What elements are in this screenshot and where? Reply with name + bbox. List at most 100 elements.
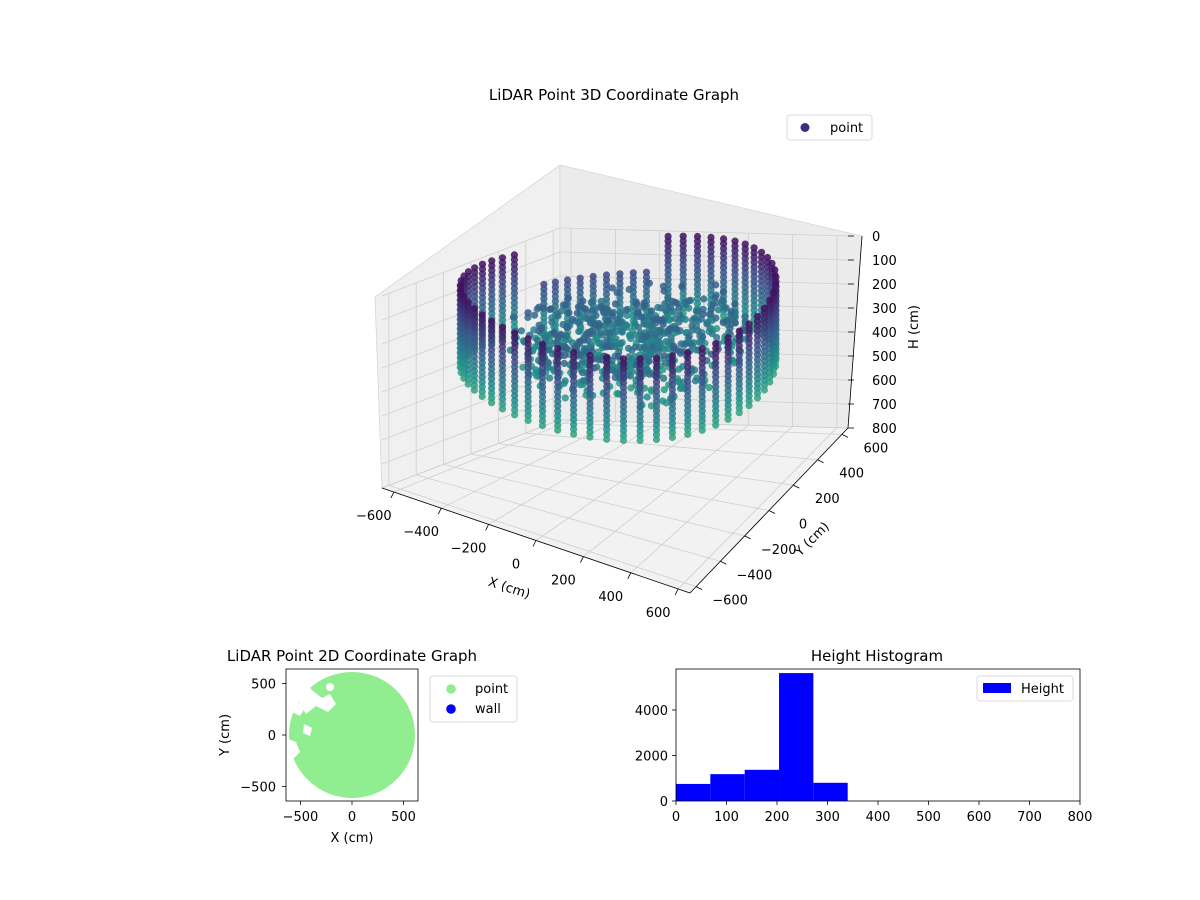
point-marker: [708, 330, 716, 338]
point-marker: [587, 298, 596, 306]
point-marker: [645, 357, 653, 365]
x-tick-label: 500: [391, 810, 416, 825]
point-marker: [699, 333, 707, 341]
point-marker: [609, 366, 617, 374]
histogram-bar: [779, 673, 814, 801]
grid-line: [559, 227, 849, 237]
point-marker: [698, 426, 706, 434]
point-marker: [735, 409, 743, 417]
point-marker: [509, 313, 517, 321]
point-marker: [632, 299, 640, 307]
point-marker: [498, 405, 507, 413]
point-marker: [611, 373, 619, 381]
point-marker: [706, 310, 714, 318]
point-marker: [687, 340, 695, 348]
y-tick-mark: [720, 560, 727, 565]
point-marker: [565, 309, 573, 317]
point-marker: [652, 435, 661, 444]
scatter-2d-gap: [286, 738, 300, 760]
point-marker: [604, 317, 612, 325]
y-tick-label: 500: [251, 677, 276, 692]
point-marker: [688, 326, 696, 334]
x-tick-label: 700: [1017, 810, 1042, 825]
x-tick-label: 0: [672, 810, 680, 825]
point-marker: [643, 393, 651, 401]
point-marker: [727, 308, 735, 316]
y-tick-mark: [768, 510, 776, 514]
point-marker: [606, 329, 614, 337]
point-marker: [614, 319, 622, 327]
point-marker: [561, 301, 570, 309]
point-marker: [603, 336, 611, 344]
legend-3d-label: point: [830, 121, 863, 136]
point-marker: [760, 386, 769, 394]
x-tick-mark: [627, 572, 632, 579]
point-marker: [577, 351, 585, 359]
x-tick-label: 500: [916, 810, 941, 825]
point-marker: [611, 300, 620, 308]
point-marker: [741, 313, 749, 321]
y-tick-label: 0: [799, 518, 807, 533]
point-marker: [616, 340, 625, 348]
point-marker: [661, 359, 670, 367]
point-marker: [635, 323, 643, 331]
point-marker: [603, 343, 611, 351]
point-marker: [584, 336, 592, 344]
z-tick-label: 300: [872, 302, 897, 317]
point-marker: [666, 325, 674, 333]
point-marker: [626, 372, 635, 380]
chart-3d: LiDAR Point 3D Coordinate Graph −600 −400…: [356, 86, 922, 621]
point-marker: [720, 304, 729, 312]
grid-line: [559, 251, 849, 261]
point-marker: [544, 359, 553, 367]
point-marker: [618, 328, 626, 336]
y-axis-label-2d: Y (cm): [218, 714, 233, 757]
x-tick-mark: [485, 524, 489, 531]
point-marker: [554, 333, 562, 341]
point-marker: [517, 327, 526, 335]
z-tick-label: 800: [872, 422, 897, 437]
point-marker: [563, 323, 571, 332]
point-marker: [612, 335, 620, 343]
point-marker: [563, 332, 571, 340]
chart-3d-title: LiDAR Point 3D Coordinate Graph: [489, 86, 739, 104]
point-marker: [675, 304, 683, 312]
point-marker: [593, 363, 601, 371]
legend-histogram-swatch: [983, 683, 1011, 693]
point-marker: [548, 318, 556, 326]
point-marker: [718, 296, 727, 304]
point-marker: [705, 384, 713, 392]
point-marker: [608, 312, 616, 320]
x-tick-label: 400: [598, 590, 623, 605]
z-tick-label: 500: [872, 350, 897, 365]
point-marker: [651, 331, 659, 339]
point-marker: [678, 282, 686, 291]
x-tick-mark: [532, 540, 537, 547]
grid-line: [583, 424, 749, 557]
point-marker: [660, 287, 668, 295]
x-tick-label: 200: [765, 810, 790, 825]
point-marker: [579, 358, 587, 366]
point-marker: [726, 324, 734, 332]
point-marker: [655, 348, 663, 356]
point-marker: [685, 332, 693, 340]
x-ticks-3d: −600 −400 −200 0 200 400 600: [356, 491, 679, 621]
y-tick-label: 0: [268, 729, 276, 744]
point-marker: [579, 313, 587, 321]
histogram-bar: [710, 774, 745, 801]
point-marker: [650, 326, 658, 334]
y-tick-label: −400: [737, 568, 773, 583]
x-tick-label: 200: [551, 574, 576, 589]
point-marker: [660, 386, 668, 394]
point-marker: [654, 337, 662, 345]
legend-histogram-frame: [976, 675, 1074, 702]
x-tick-label: 0: [348, 810, 356, 825]
scatter-2d-gap: [303, 724, 312, 736]
point-marker: [703, 320, 711, 328]
y-tick-label: 400: [839, 467, 864, 482]
point-marker: [554, 426, 562, 434]
point-marker: [511, 411, 519, 419]
ticks-2d: −500 −500 0 0 500 500: [240, 677, 416, 825]
point-marker: [537, 324, 545, 332]
